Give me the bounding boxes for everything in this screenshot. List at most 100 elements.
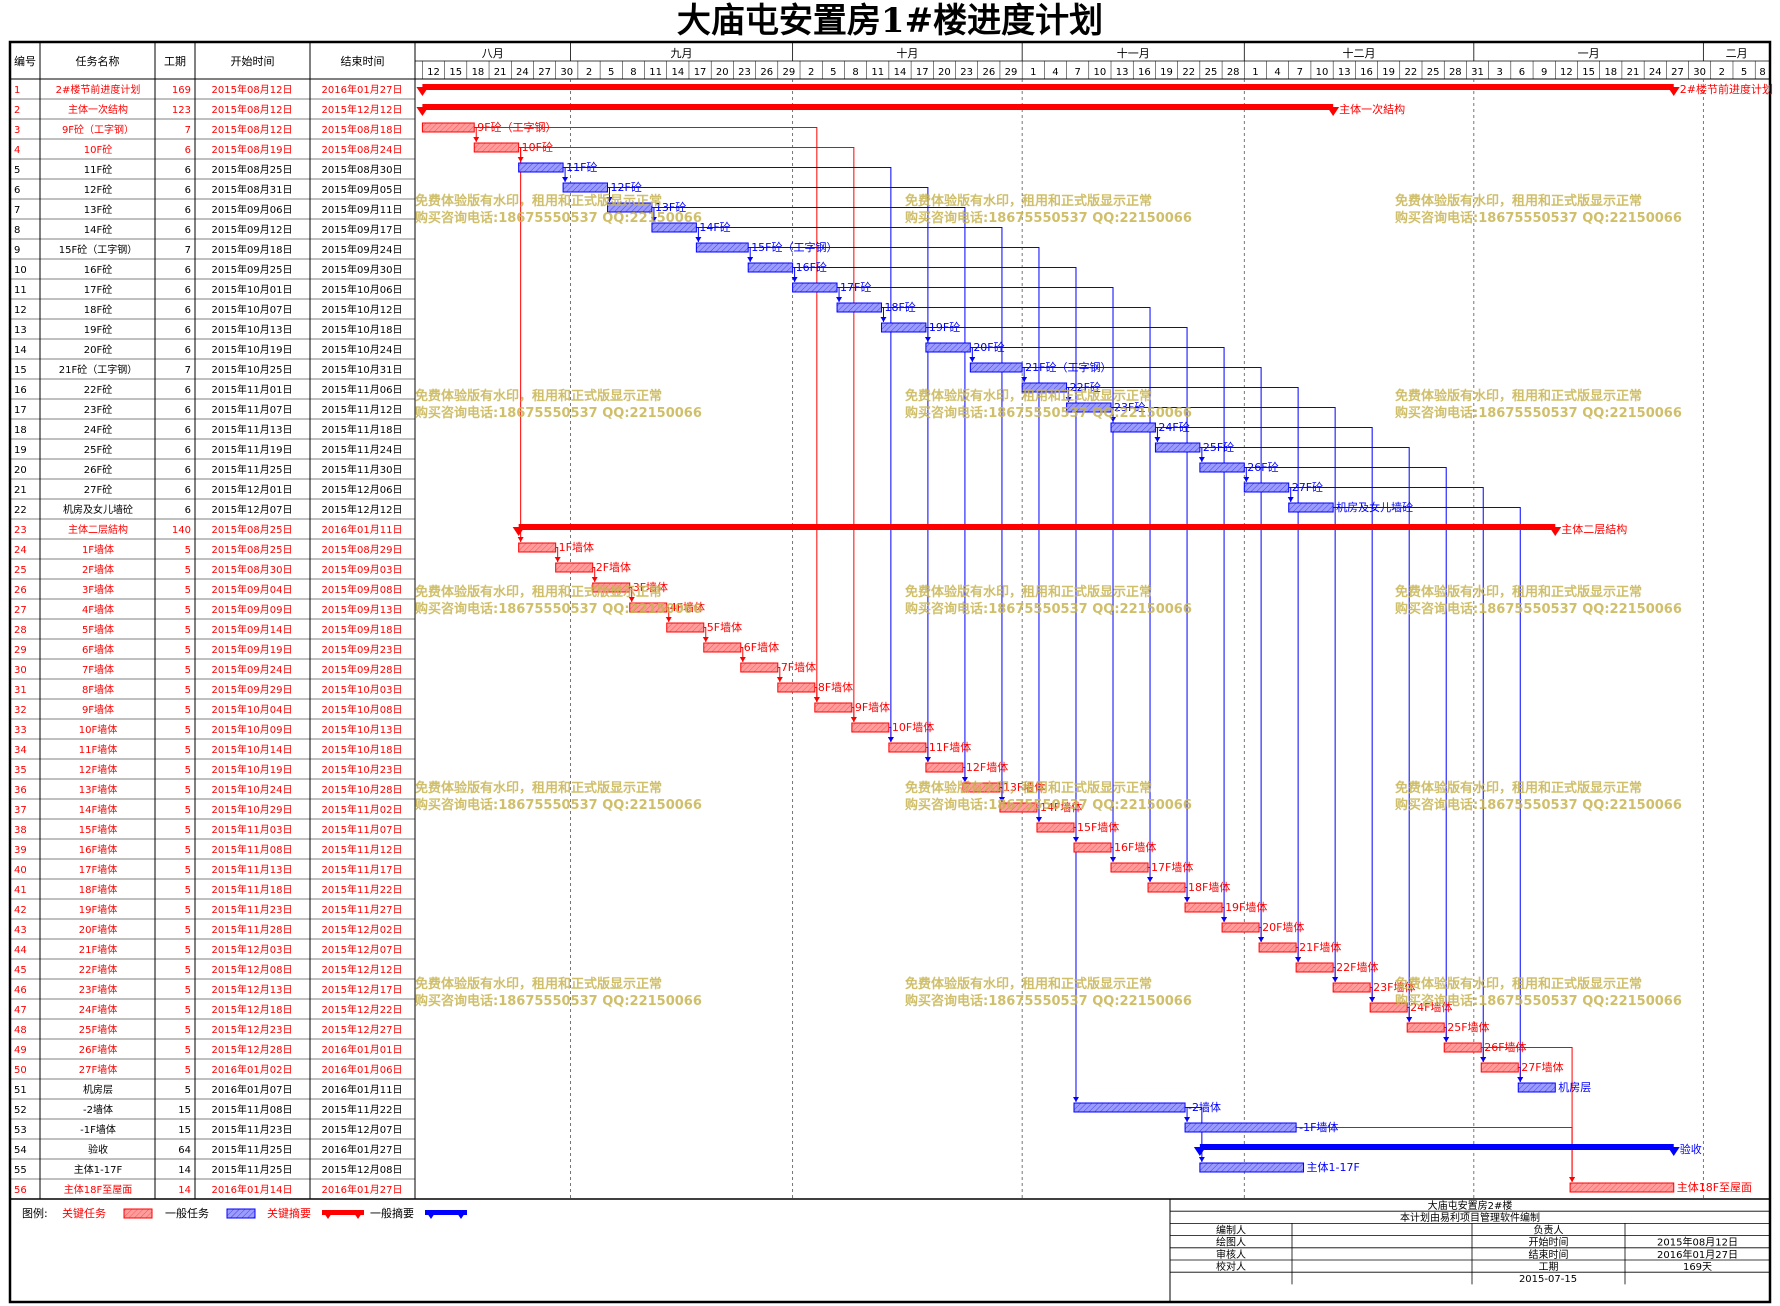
- row-duration: 7: [185, 125, 191, 136]
- row-id: 53: [14, 1125, 27, 1136]
- dependency-arrow: [650, 217, 657, 222]
- row-end: 2015年11月22日: [322, 883, 403, 896]
- row-end: 2015年09月05日: [322, 183, 403, 196]
- day-tick-label: 18: [1604, 67, 1617, 78]
- row-id: 15: [14, 365, 27, 376]
- row-id: 46: [14, 985, 27, 996]
- day-tick-label: 26: [982, 67, 995, 78]
- bar-label: 26F墙体: [1484, 1040, 1526, 1054]
- bar-label: 3F墙体: [633, 580, 668, 594]
- row-id: 24: [14, 545, 27, 556]
- task-bar: [925, 762, 964, 773]
- row-id: 50: [14, 1065, 27, 1076]
- summary-bar: [422, 104, 1334, 110]
- day-tick-label: 2: [808, 67, 814, 78]
- row-duration: 5: [185, 625, 191, 636]
- row-start: 2015年10月13日: [212, 323, 293, 336]
- dependency-arrow: [1198, 457, 1205, 462]
- task-bar: [1199, 1162, 1305, 1173]
- watermark-line1: 免费体验版有水印，租用和正式版显示正常: [415, 388, 662, 404]
- day-tick-label: 27: [1671, 67, 1684, 78]
- watermark-line2: 购买咨询电话:18675550537 QQ:22150066: [905, 405, 1192, 421]
- row-duration: 123: [172, 105, 191, 116]
- day-tick-label: 9: [1541, 67, 1547, 78]
- day-tick-label: 28: [1449, 67, 1462, 78]
- day-tick-label: 5: [830, 67, 836, 78]
- row-id: 5: [14, 165, 20, 176]
- bar-label: 2#楼节前进度计划: [1680, 82, 1773, 96]
- info-box-cell: 结束时间: [1529, 1248, 1569, 1261]
- task-bar: [1369, 1002, 1408, 1013]
- row-start: 2015年10月01日: [212, 283, 293, 296]
- row-duration: 5: [185, 825, 191, 836]
- task-bar: [814, 702, 853, 713]
- bar-label: 6F墙体: [744, 640, 779, 654]
- row-duration: 5: [185, 1025, 191, 1036]
- row-duration: 5: [185, 1045, 191, 1056]
- row-name: 4F墙体: [82, 603, 114, 616]
- task-bar: [562, 182, 609, 193]
- row-name: 21F墙体: [79, 943, 117, 956]
- dependency-arrow: [1443, 1037, 1450, 1042]
- dependency-link: [607, 187, 929, 762]
- day-tick-label: 24: [516, 67, 529, 78]
- row-name: 21F砼（工字钢）: [59, 363, 137, 376]
- page-title: 大庙屯安置房1#楼进度计划: [676, 1, 1104, 41]
- bar-label: 23F砼: [1114, 401, 1145, 414]
- summary-end-marker: [1667, 87, 1680, 96]
- watermark-line2: 购买咨询电话:18675550537 QQ:22150066: [415, 210, 702, 226]
- row-id: 43: [14, 925, 27, 936]
- row-name: 25F墙体: [79, 1023, 117, 1036]
- task-bar: [1110, 862, 1149, 873]
- summary-start-marker: [416, 107, 429, 116]
- bar-label: 主体二层結构: [1561, 522, 1627, 536]
- task-bar: [880, 322, 927, 333]
- row-end: 2016年01月11日: [322, 523, 403, 536]
- dependency-arrow: [1147, 877, 1154, 882]
- bar-label: 18F砼: [884, 301, 915, 314]
- outer-frame: [8, 40, 1772, 1304]
- row-start: 2015年11月13日: [212, 423, 293, 436]
- row-start: 2016年01月02日: [212, 1063, 293, 1076]
- watermark-line2: 购买咨询电话:18675550537 QQ:22150066: [1395, 797, 1682, 813]
- row-name: 7F墙体: [82, 663, 114, 676]
- day-tick-label: 2: [1719, 67, 1725, 78]
- row-duration: 6: [185, 465, 191, 476]
- row-duration: 6: [185, 425, 191, 436]
- row-duration: 15: [178, 1125, 191, 1136]
- dependency-arrow: [1184, 897, 1191, 902]
- bar-label: 主体一次結构: [1339, 102, 1405, 116]
- row-id: 55: [14, 1165, 27, 1176]
- task-bar: [836, 302, 882, 313]
- row-duration: 5: [185, 845, 191, 856]
- bar-label: 机房及女儿墙砼: [1336, 500, 1413, 514]
- watermark-line1: 免费体验版有水印，租用和正式版显示正常: [1395, 388, 1642, 404]
- row-start: 2015年12月07日: [212, 503, 293, 516]
- legend-normal-task-label: 一般任务: [165, 1207, 209, 1220]
- day-tick-label: 20: [716, 67, 729, 78]
- dependency-link: [518, 147, 522, 542]
- bar-label: 22F砼: [1070, 381, 1101, 394]
- row-name: 19F砼: [84, 323, 112, 336]
- row-name: 9F墙体: [82, 703, 114, 716]
- day-tick-label: 11: [649, 67, 662, 78]
- day-tick-label: 1: [1252, 67, 1258, 78]
- row-start: 2015年08月30日: [212, 563, 293, 576]
- task-bar: [1295, 962, 1334, 973]
- day-tick-label: 19: [1160, 67, 1173, 78]
- row-id: 41: [14, 885, 27, 896]
- summary-bar: [422, 84, 1674, 90]
- dependency-arrow: [628, 597, 635, 602]
- row-end: 2016年01月06日: [322, 1063, 403, 1076]
- bar-label: 20F砼: [973, 341, 1004, 354]
- dependency-arrow: [998, 797, 1005, 802]
- legend-normal-summary-markers: [425, 1210, 467, 1219]
- dependency-arrow: [1110, 857, 1117, 862]
- row-name: 3F墙体: [82, 583, 114, 596]
- summary-start-marker: [1193, 1147, 1206, 1156]
- day-tick-label: 27: [538, 67, 551, 78]
- day-tick-label: 16: [1138, 67, 1151, 78]
- task-bar: [1332, 982, 1371, 993]
- dependency-link: [1244, 467, 1447, 1042]
- row-id: 20: [14, 465, 27, 476]
